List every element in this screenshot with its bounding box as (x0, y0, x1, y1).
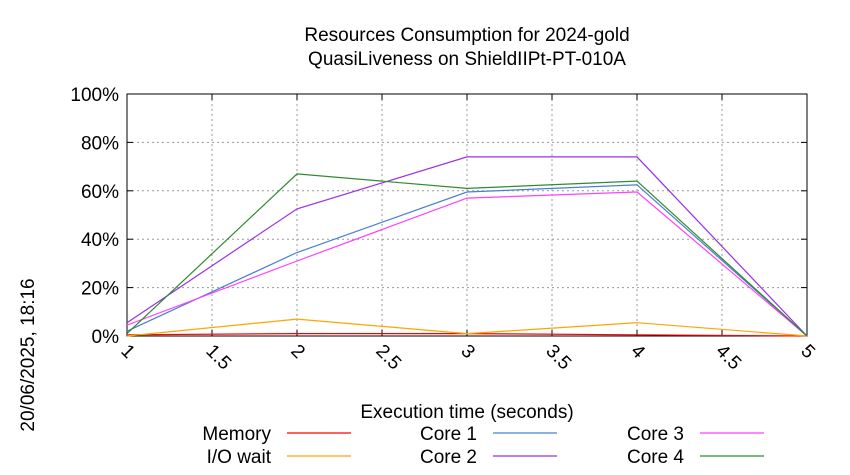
series-line-core-1 (126, 184, 808, 337)
series-line-core-3 (126, 191, 808, 337)
legend-label: Core 1 (420, 424, 477, 445)
legend-label: I/O wait (207, 447, 272, 468)
x-tick-label: 5 (796, 341, 818, 363)
x-tick-label: 3.5 (541, 341, 575, 375)
legend-label: Core 2 (420, 447, 477, 468)
y-tick-label: 20% (81, 279, 119, 300)
legend-label: Core 4 (627, 447, 684, 468)
chart-subtitle: QuasiLiveness on ShieldIIPt-PT-010A (308, 49, 626, 70)
legend-label: Memory (202, 424, 271, 445)
x-tick-label: 1.5 (201, 341, 235, 375)
y-axis-ticks: 0% 20% 40% 60% 80% 100% (70, 85, 807, 348)
series-line-i-o-wait (126, 318, 808, 337)
x-tick-label: 3 (456, 341, 478, 363)
x-tick-label: 2 (286, 341, 308, 363)
x-tick-label: 4.5 (711, 341, 745, 375)
series-line-core-2 (126, 156, 808, 337)
x-axis-ticks: 1 1.5 2 2.5 3 3.5 4 4.5 5 (116, 94, 819, 375)
series-line-core-4 (126, 173, 808, 337)
y-tick-label: 80% (81, 133, 119, 154)
x-tick-label: 1 (116, 341, 138, 363)
timestamp-label: 20/06/2025, 18:16 (18, 278, 39, 431)
x-tick-label: 2.5 (371, 341, 405, 375)
y-tick-label: 100% (70, 85, 119, 106)
y-tick-label: 40% (81, 230, 119, 251)
chart-title: Resources Consumption for 2024-gold (304, 25, 629, 46)
y-tick-label: 60% (81, 182, 119, 203)
x-axis-label: Execution time (seconds) (360, 402, 573, 423)
legend-label: Core 3 (627, 424, 684, 445)
series-lines (126, 156, 808, 337)
x-tick-label: 4 (626, 341, 649, 364)
grid (126, 93, 808, 337)
y-tick-label: 0% (92, 327, 120, 348)
